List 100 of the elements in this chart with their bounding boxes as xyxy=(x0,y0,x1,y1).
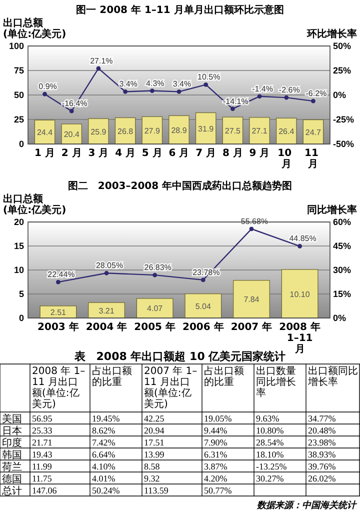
y-tick-label: 50 xyxy=(14,90,24,100)
point xyxy=(56,280,60,284)
y-tick-label: 100 xyxy=(8,41,24,51)
point xyxy=(123,89,128,94)
data-label: 27.5 xyxy=(224,126,242,136)
y2-tick-label: 0% xyxy=(333,90,346,100)
point xyxy=(230,106,235,112)
data-label: 4.10% xyxy=(92,462,116,472)
point xyxy=(104,270,109,276)
data-label: 27.1 xyxy=(252,126,268,136)
data-label: 31.9 xyxy=(198,124,214,134)
point xyxy=(152,272,158,278)
data-label: 5.04 xyxy=(195,302,212,311)
chart-title: 图一 2008 年 1–11 月单月出口额环比示意图 xyxy=(76,4,284,16)
data-label: 34.77% xyxy=(308,414,336,424)
data-label: 26.8 xyxy=(118,126,134,136)
data-label: 8.62% xyxy=(92,426,116,436)
point xyxy=(69,108,74,114)
data-label: 19.05% xyxy=(204,414,232,424)
x-tick-label: 6 月 xyxy=(168,148,190,159)
data-label: 17.51 xyxy=(144,438,164,448)
data-label: 25.9 xyxy=(90,127,107,136)
data-label: 18.10% xyxy=(256,450,284,460)
point xyxy=(298,244,302,248)
data-label: 3.21 xyxy=(98,306,115,316)
data-label: 11.99 xyxy=(32,462,52,472)
x-tick-label: 3 月 xyxy=(88,148,109,159)
y2-axis-title: 环比增长率 xyxy=(306,28,357,40)
data-label: 56.95 xyxy=(32,414,53,424)
point xyxy=(96,66,101,71)
data-label: 4.07 xyxy=(147,304,164,314)
text: 占出口额的比重 xyxy=(92,365,132,388)
y2-tick-label: 0% xyxy=(333,313,346,323)
text: 2007 年 1–11 月出口额(单位:亿美元) xyxy=(144,365,198,410)
data-label: 20.94 xyxy=(144,426,165,436)
text: 占出口额的比重 xyxy=(204,365,244,388)
point xyxy=(150,88,154,93)
text: 出口数量同比增长率 xyxy=(256,365,296,399)
data-label: 21.71 xyxy=(32,438,52,448)
y-tick-label: 0 xyxy=(18,139,24,149)
y2-tick-label: 45% xyxy=(333,241,352,251)
bar xyxy=(281,269,318,318)
data-label: -1.4% xyxy=(252,84,273,94)
point xyxy=(200,278,206,282)
data-label: 50.77% xyxy=(204,486,232,496)
category-label: 荷兰 xyxy=(2,461,22,473)
y2-tick-label: 50% xyxy=(333,41,352,51)
category-label: 总计 xyxy=(1,485,22,497)
data-label: 28.54% xyxy=(256,438,284,448)
data-label: 10.80% xyxy=(256,426,284,436)
bar xyxy=(249,117,270,144)
data-label: 30.27% xyxy=(256,474,284,484)
y2-tick-label: 60% xyxy=(333,217,352,227)
point xyxy=(204,82,208,87)
data-label: 20.4 xyxy=(64,130,80,140)
data-label: 39.76% xyxy=(308,462,336,472)
data-label: 25.33 xyxy=(32,426,53,436)
data-label: 113.59 xyxy=(144,486,169,496)
data-label: 38.93% xyxy=(308,450,336,460)
data-label: 19.45% xyxy=(92,414,120,424)
data-label: 4.20% xyxy=(204,474,228,484)
data-label: 7.90% xyxy=(204,438,228,448)
x-tick-label: 1 月 xyxy=(34,148,56,159)
data-label: 4.3% xyxy=(146,78,164,88)
x-tick-label: 7 月 xyxy=(196,148,216,159)
data-label: 3.87% xyxy=(204,462,228,472)
data-label: 2.51 xyxy=(50,308,67,317)
data-label: 8.58 xyxy=(144,462,160,472)
x-tick-label: 2005 年 xyxy=(134,321,176,333)
point xyxy=(284,95,289,100)
x-tick-label: 2006 年 xyxy=(182,321,224,333)
data-label: 28.05% xyxy=(96,261,124,270)
data-label: 50.24% xyxy=(92,486,120,496)
bar xyxy=(136,298,174,318)
point xyxy=(257,94,262,99)
data-label: 4.01% xyxy=(92,474,116,484)
data-label: 26.83% xyxy=(144,263,172,272)
category-label: 印度 xyxy=(2,437,22,449)
point xyxy=(176,89,182,94)
data-label: 10.10 xyxy=(290,290,310,299)
x-tick-label: 2007 年 xyxy=(230,321,272,333)
y-tick-label: 15 xyxy=(14,241,24,251)
data-label: 24.4 xyxy=(36,128,54,138)
x-tick-label: 11 月 xyxy=(304,148,322,170)
y-axis-title: 出口总额 (单位:亿美元) xyxy=(3,193,66,216)
y2-tick-label: -50% xyxy=(333,139,354,149)
y-tick-label: 20 xyxy=(14,217,24,227)
x-tick-label: 4 月 xyxy=(115,148,136,159)
data-label: 7.84 xyxy=(244,295,260,304)
data-label: 0.9% xyxy=(38,82,57,92)
data-label: 27.9 xyxy=(144,126,160,136)
bar xyxy=(222,116,244,144)
data-label: 20.48% xyxy=(308,426,336,436)
data-label: 13.99 xyxy=(144,450,165,460)
data-label: 19.43 xyxy=(32,450,53,460)
category-label: 美国 xyxy=(2,413,22,425)
x-tick-label: 2 月 xyxy=(61,148,82,159)
data-label: 3.4% xyxy=(119,80,138,89)
data-label: 9.63% xyxy=(256,414,280,424)
point xyxy=(249,226,254,232)
